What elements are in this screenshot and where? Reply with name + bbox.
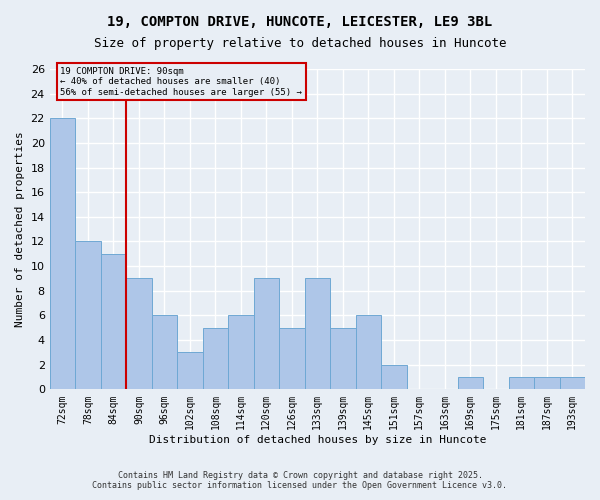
Bar	[152, 316, 177, 390]
Text: 19, COMPTON DRIVE, HUNCOTE, LEICESTER, LE9 3BL: 19, COMPTON DRIVE, HUNCOTE, LEICESTER, L…	[107, 15, 493, 29]
Bar	[330, 328, 356, 390]
Text: 19 COMPTON DRIVE: 90sqm
← 40% of detached houses are smaller (40)
56% of semi-de: 19 COMPTON DRIVE: 90sqm ← 40% of detache…	[61, 67, 302, 96]
Bar	[458, 377, 483, 390]
Bar	[381, 364, 407, 390]
Bar	[254, 278, 279, 390]
Bar	[177, 352, 203, 390]
Bar	[75, 242, 101, 390]
Bar	[228, 316, 254, 390]
Bar	[534, 377, 560, 390]
Bar	[509, 377, 534, 390]
Bar	[279, 328, 305, 390]
Bar	[356, 316, 381, 390]
Bar	[126, 278, 152, 390]
Bar	[50, 118, 75, 390]
Y-axis label: Number of detached properties: Number of detached properties	[15, 132, 25, 327]
Bar	[305, 278, 330, 390]
X-axis label: Distribution of detached houses by size in Huncote: Distribution of detached houses by size …	[149, 435, 486, 445]
Bar	[101, 254, 126, 390]
Bar	[560, 377, 585, 390]
Bar	[203, 328, 228, 390]
Text: Size of property relative to detached houses in Huncote: Size of property relative to detached ho…	[94, 38, 506, 51]
Text: Contains HM Land Registry data © Crown copyright and database right 2025.
Contai: Contains HM Land Registry data © Crown c…	[92, 470, 508, 490]
